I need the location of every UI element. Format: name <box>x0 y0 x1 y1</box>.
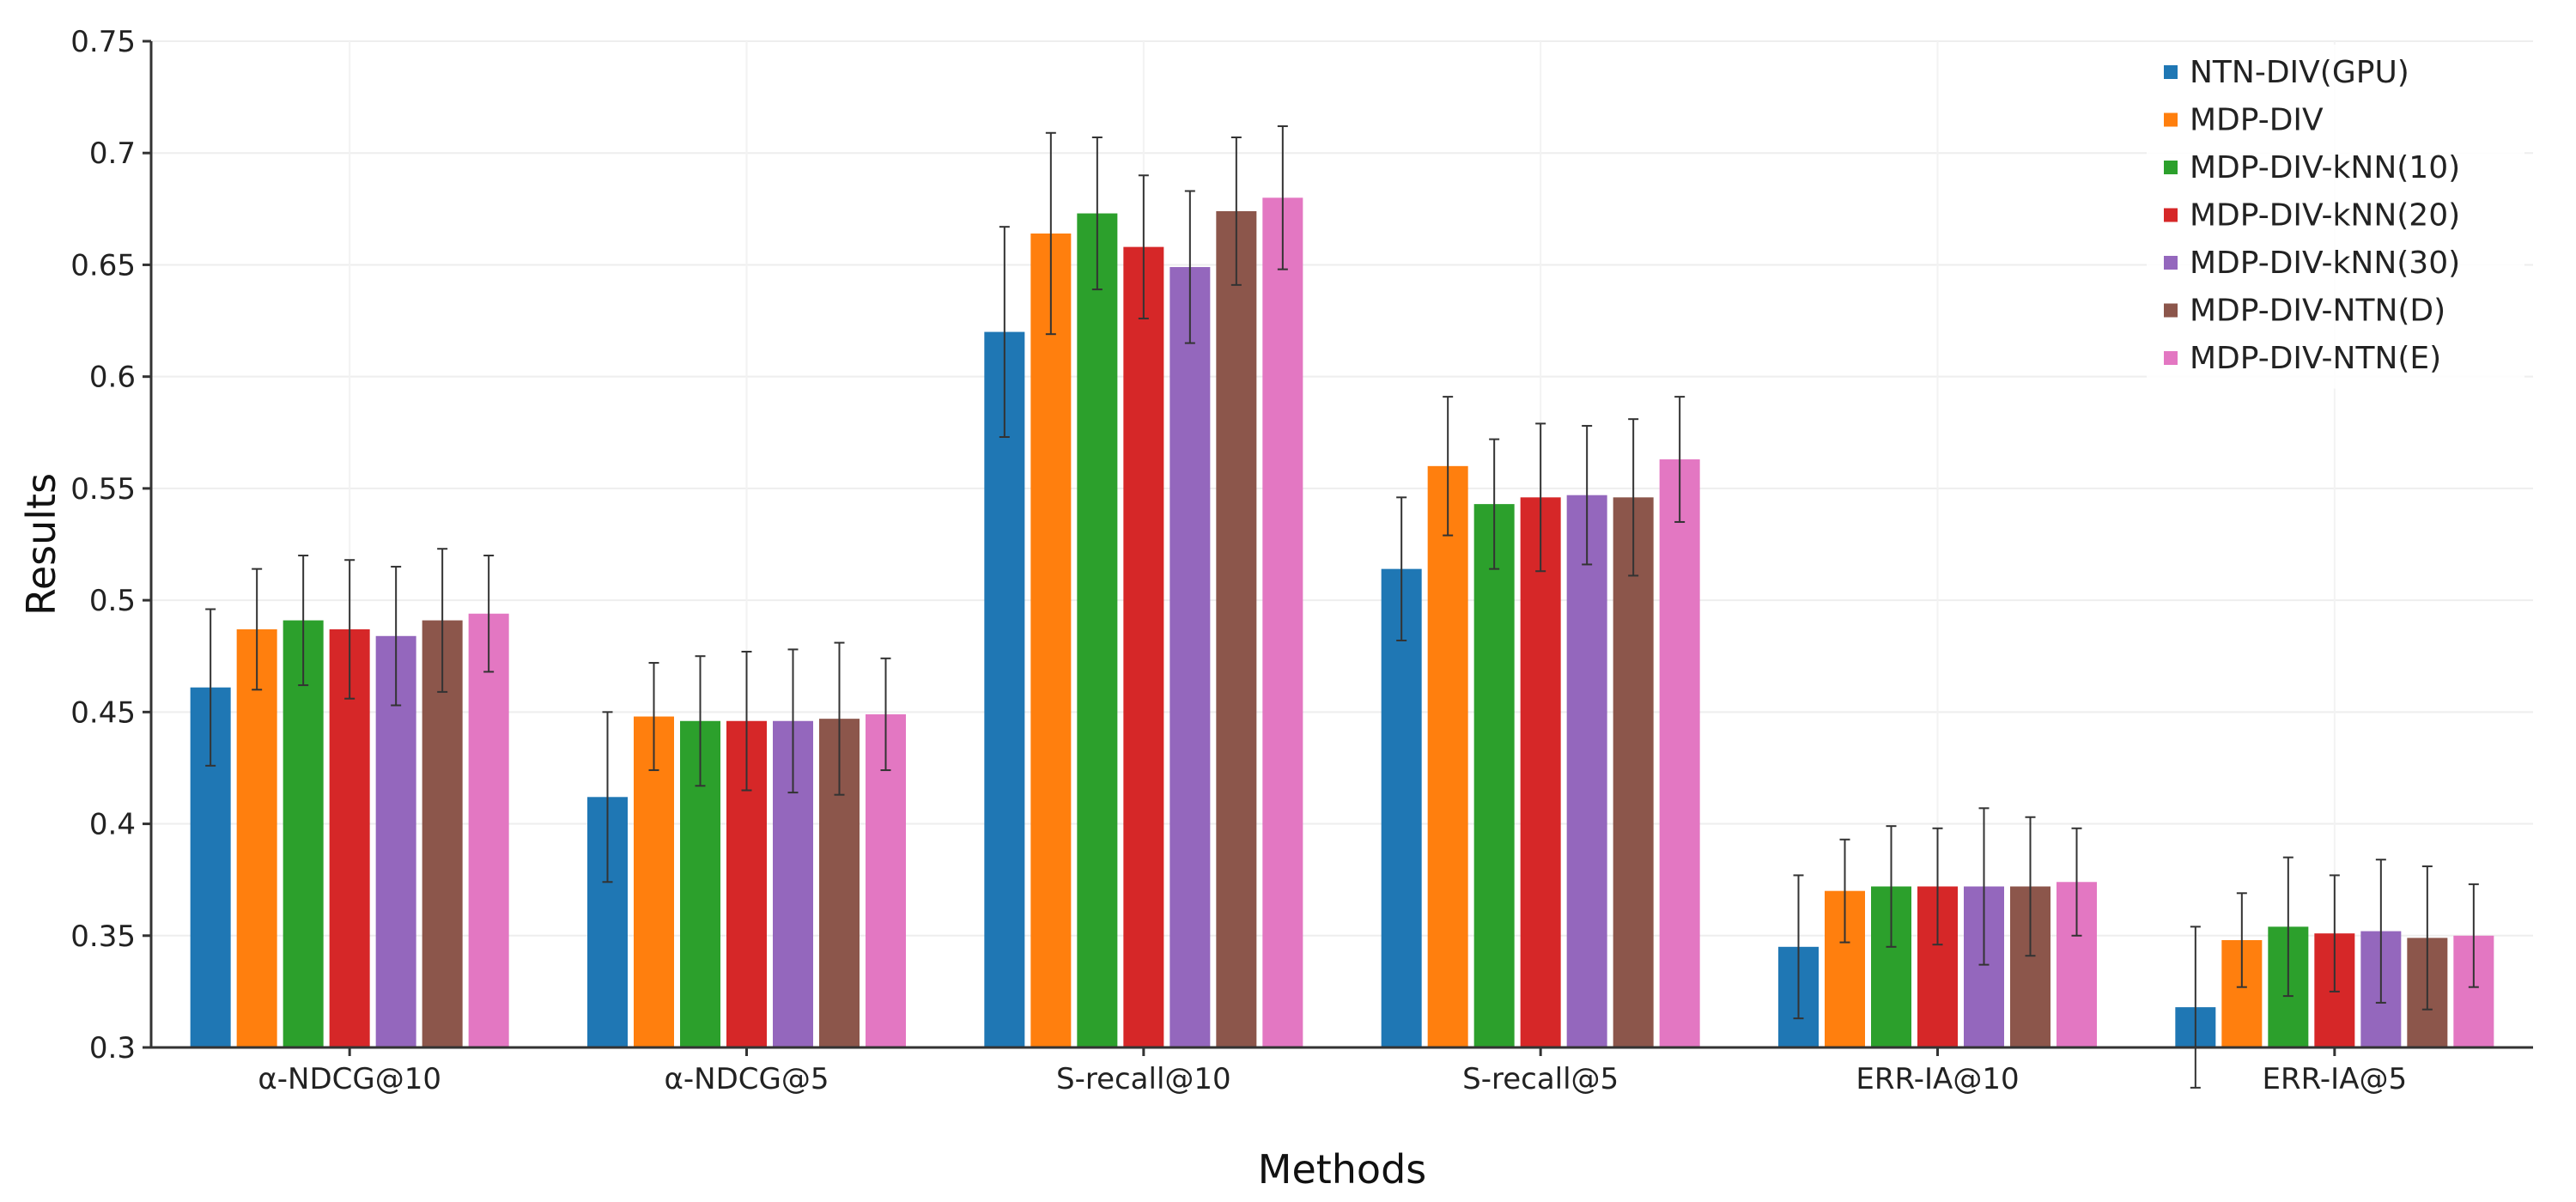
error-bars <box>205 124 2479 1089</box>
bar-mdp-div-ntn-e <box>1262 197 1303 1048</box>
bar-mdp-div <box>1030 233 1072 1048</box>
x-ticks: α-NDCG@10 α-NDCG@5 S-recall@10 S-recall@5 ER… <box>258 1047 2407 1096</box>
x-tick-label: α-NDCG@5 <box>664 1062 829 1096</box>
axes <box>149 41 2533 1049</box>
bars <box>190 197 2494 1048</box>
y-tick-label: 0.5 <box>89 584 136 618</box>
bar-mdp-div <box>634 716 674 1047</box>
legend-label: MDP-DIV-NTN(D) <box>2190 294 2445 329</box>
bar-mdp-div-ntn-e <box>468 613 509 1047</box>
bar-mdp-div <box>1427 465 1468 1047</box>
bar-mdp-div-knn-10 <box>1473 504 1515 1047</box>
legend-label: MDP-DIV-kNN(30) <box>2190 246 2460 281</box>
legend-label: MDP-DIV <box>2190 103 2324 138</box>
x-tick-label: ERR-IA@5 <box>2263 1062 2408 1096</box>
bar-mdp-div <box>236 628 277 1047</box>
legend-label: MDP-DIV-kNN(20) <box>2190 198 2460 234</box>
legend-label: NTN-DIV(GPU) <box>2190 55 2409 90</box>
bar-mdp-div-knn-20 <box>1123 246 1164 1047</box>
y-ticks: 0.3 0.35 0.4 0.45 0.5 0.55 0.6 0.65 0.7 0.75 <box>70 25 151 1065</box>
bar-mdp-div-knn-30 <box>1170 267 1211 1047</box>
legend-swatch <box>2164 112 2178 127</box>
x-tick-label: S-recall@10 <box>1056 1062 1231 1096</box>
bar-mdp-div-ntn-e <box>1659 459 1700 1047</box>
y-tick-label: 0.75 <box>70 25 136 59</box>
x-axis-title: Methods <box>1258 1146 1427 1193</box>
bar-ntn-div-gpu <box>1381 568 1422 1047</box>
y-tick-label: 0.6 <box>89 361 136 395</box>
y-tick-label: 0.7 <box>89 137 136 171</box>
legend-swatch <box>2164 303 2178 318</box>
legend-swatch <box>2164 65 2178 79</box>
y-tick-label: 0.45 <box>70 695 136 730</box>
legend-background <box>2147 45 2524 389</box>
y-tick-label: 0.4 <box>89 808 136 842</box>
y-tick-label: 0.3 <box>89 1031 136 1065</box>
bar-mdp-div-knn-10 <box>1077 213 1118 1047</box>
bar-mdp-div-knn-20 <box>1520 497 1561 1047</box>
x-tick-label: α-NDCG@10 <box>258 1062 441 1096</box>
bar-ntn-div-gpu <box>984 331 1025 1048</box>
legend: NTN-DIV(GPU) MDP-DIV MDP-DIV-kNN(10) MDP-DI… <box>2147 45 2524 389</box>
legend-swatch <box>2164 208 2178 222</box>
y-tick-label: 0.35 <box>70 920 136 954</box>
x-tick-label: S-recall@5 <box>1462 1062 1619 1096</box>
bar-mdp-div-knn-30 <box>1566 495 1607 1047</box>
legend-label: MDP-DIV-kNN(10) <box>2190 150 2460 185</box>
legend-swatch <box>2164 256 2178 270</box>
x-tick-label: ERR-IA@10 <box>1856 1062 2019 1096</box>
legend-label: MDP-DIV-NTN(E) <box>2190 341 2441 376</box>
legend-swatch <box>2164 351 2178 365</box>
legend-swatch <box>2164 161 2178 174</box>
y-tick-label: 0.65 <box>70 248 136 282</box>
y-tick-label: 0.55 <box>70 472 136 507</box>
y-axis-title: Results <box>18 473 64 616</box>
bar-mdp-div-knn-10 <box>283 620 324 1047</box>
bar-mdp-div-ntn-d <box>1216 210 1257 1048</box>
bar-mdp-div-ntn-d <box>1613 497 1654 1047</box>
